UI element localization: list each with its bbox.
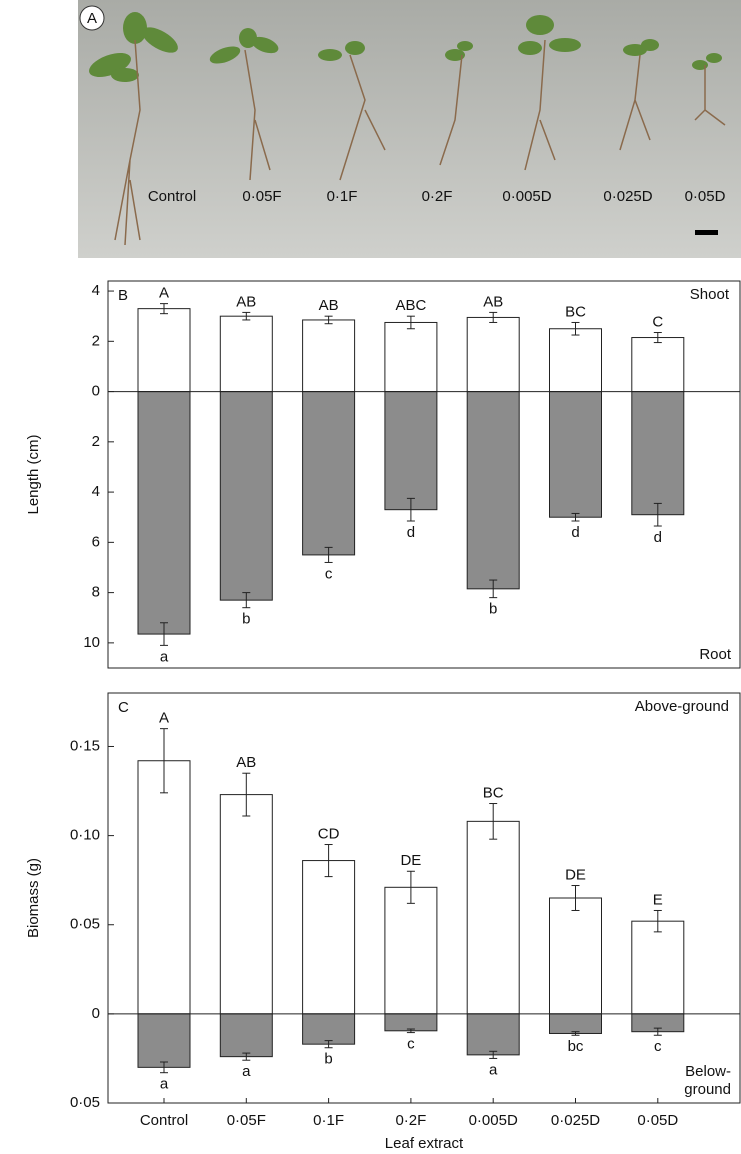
- x-axis-label: Leaf extract: [385, 1135, 464, 1152]
- bar: [384, 1013, 438, 1032]
- significance-letter: b: [324, 1051, 332, 1068]
- x-tick-label: 0·05D: [637, 1112, 678, 1129]
- significance-letter: DE: [400, 852, 421, 869]
- significance-letter: BC: [565, 303, 586, 320]
- bar: [466, 1013, 520, 1056]
- significance-letter: d: [407, 524, 415, 541]
- significance-letter: ABC: [395, 297, 426, 314]
- plot-frame: [107, 280, 741, 669]
- bar: [631, 337, 685, 393]
- photo: [78, 0, 741, 258]
- y-tick-label: 2: [92, 433, 100, 450]
- photo-label: 0·005D: [502, 188, 551, 205]
- bar: [302, 391, 356, 556]
- photo-label: 0·05F: [242, 188, 281, 205]
- significance-letter: c: [407, 1036, 415, 1053]
- bar: [219, 794, 273, 1015]
- y-tick-label: 0: [92, 383, 100, 400]
- significance-letter: AB: [319, 297, 339, 314]
- y-tick-label: 0·05: [70, 1094, 100, 1111]
- bar: [466, 316, 520, 393]
- significance-letter: a: [160, 648, 169, 665]
- significance-letter: a: [242, 1063, 251, 1080]
- photo-label: 0·025D: [603, 188, 652, 205]
- x-tick-label: 0·1F: [313, 1112, 344, 1129]
- bar: [466, 391, 520, 590]
- y-tick-label: 10: [83, 634, 100, 651]
- significance-letter: C: [652, 313, 663, 330]
- significance-letter: bc: [568, 1038, 584, 1055]
- bar: [137, 1013, 191, 1068]
- panel-label: C: [118, 699, 129, 716]
- bar: [219, 1013, 273, 1058]
- bar: [549, 897, 602, 1015]
- photo-label: Control: [148, 188, 196, 205]
- x-tick-label: 0·2F: [395, 1112, 426, 1129]
- y-tick-label: 0·05: [70, 916, 100, 933]
- series-label: Shoot: [689, 286, 729, 303]
- panel-label: B: [118, 287, 128, 304]
- x-tick-label: 0·005D: [469, 1112, 518, 1129]
- y-tick-label: 6: [92, 533, 100, 550]
- photo-label: 0·05D: [685, 188, 726, 205]
- significance-letter: b: [489, 601, 497, 618]
- y-tick-label: 0·15: [70, 737, 100, 754]
- bar: [384, 886, 438, 1015]
- bar: [137, 760, 191, 1015]
- series-label: Below-ground: [684, 1063, 731, 1098]
- significance-letter: c: [325, 565, 333, 582]
- significance-letter: E: [653, 891, 663, 908]
- bar: [302, 319, 356, 393]
- bar: [302, 1013, 356, 1045]
- bar: [384, 391, 438, 511]
- y-axis-label: Length (cm): [25, 434, 42, 514]
- y-tick-label: 4: [92, 483, 100, 500]
- significance-letter: a: [489, 1061, 498, 1078]
- bar: [549, 328, 602, 393]
- significance-letter: b: [242, 611, 250, 628]
- bar: [549, 1013, 602, 1034]
- bar: [466, 820, 520, 1015]
- y-axis-label: Biomass (g): [25, 858, 42, 938]
- bar: [137, 308, 191, 393]
- significance-letter: AB: [236, 293, 256, 310]
- significance-letter: AB: [236, 754, 256, 771]
- plot-frame: [107, 692, 741, 1104]
- series-label: Root: [699, 646, 731, 663]
- x-tick-label: Control: [140, 1112, 188, 1129]
- x-tick-label: 0·025D: [551, 1112, 600, 1129]
- series-label: Above-ground: [634, 698, 729, 715]
- bar: [631, 920, 685, 1015]
- significance-letter: d: [571, 524, 579, 541]
- panel-label: A: [87, 10, 97, 27]
- bar: [219, 391, 273, 601]
- significance-letter: DE: [565, 866, 586, 883]
- significance-letter: BC: [483, 784, 504, 801]
- bar: [384, 321, 438, 393]
- y-tick-label: 2: [92, 332, 100, 349]
- significance-letter: c: [654, 1038, 662, 1055]
- significance-letter: A: [159, 285, 169, 302]
- significance-letter: d: [654, 529, 662, 546]
- photo-label: 0·2F: [422, 188, 453, 205]
- bar: [549, 391, 602, 518]
- photo-label: 0·1F: [327, 188, 358, 205]
- significance-letter: A: [159, 710, 169, 727]
- y-tick-label: 4: [92, 282, 100, 299]
- bar: [219, 315, 273, 393]
- bar: [302, 860, 356, 1015]
- y-tick-label: 0·10: [70, 827, 100, 844]
- bar: [631, 391, 685, 516]
- significance-letter: CD: [318, 825, 340, 842]
- significance-letter: AB: [483, 293, 503, 310]
- y-tick-label: 0: [92, 1005, 100, 1022]
- bar: [137, 391, 191, 635]
- significance-letter: a: [160, 1076, 169, 1093]
- x-tick-label: 0·05F: [227, 1112, 266, 1129]
- y-tick-label: 8: [92, 584, 100, 601]
